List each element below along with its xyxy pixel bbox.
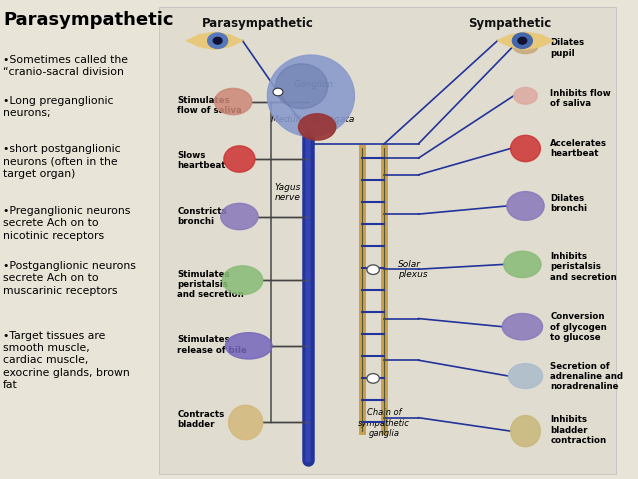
Ellipse shape <box>276 64 328 109</box>
Ellipse shape <box>222 266 263 295</box>
Text: •Long preganglionic
neurons;: •Long preganglionic neurons; <box>3 96 114 118</box>
Ellipse shape <box>267 55 355 137</box>
Polygon shape <box>498 32 553 49</box>
Ellipse shape <box>502 314 542 340</box>
Text: Slows
heartbeat: Slows heartbeat <box>177 151 226 171</box>
Circle shape <box>213 37 222 44</box>
Ellipse shape <box>228 405 263 440</box>
Text: Inhibits
bladder
contraction: Inhibits bladder contraction <box>551 415 607 445</box>
Text: Parasympathetic: Parasympathetic <box>3 11 174 29</box>
Text: Ganglion: Ganglion <box>293 80 334 90</box>
Ellipse shape <box>508 364 542 388</box>
Text: Stimulates
peristalsis
and secretion: Stimulates peristalsis and secretion <box>177 270 244 299</box>
Text: Parasympathetic: Parasympathetic <box>202 17 314 30</box>
Text: Solar
plexus: Solar plexus <box>398 260 427 279</box>
Ellipse shape <box>225 333 272 359</box>
Ellipse shape <box>510 415 540 446</box>
Ellipse shape <box>214 89 252 115</box>
Circle shape <box>367 265 380 274</box>
Circle shape <box>367 374 380 383</box>
Ellipse shape <box>513 39 538 54</box>
Ellipse shape <box>504 251 541 277</box>
Text: •short postganglionic
neurons (often in the
target organ): •short postganglionic neurons (often in … <box>3 144 121 179</box>
Ellipse shape <box>514 87 537 104</box>
Text: Yagus
nerve: Yagus nerve <box>274 183 300 203</box>
Circle shape <box>512 33 532 48</box>
FancyBboxPatch shape <box>159 7 616 474</box>
Text: Inhibits
peristalsis
and secretion: Inhibits peristalsis and secretion <box>551 252 617 282</box>
Circle shape <box>208 33 228 48</box>
Ellipse shape <box>507 192 544 220</box>
Text: Inhibits flow
of saliva: Inhibits flow of saliva <box>551 89 611 108</box>
Ellipse shape <box>221 203 258 230</box>
Circle shape <box>518 37 527 44</box>
Text: Dilates
pupil: Dilates pupil <box>551 38 584 58</box>
Text: •Preganglionic neurons
secrete Ach on to
nicotinic receptors: •Preganglionic neurons secrete Ach on to… <box>3 206 131 241</box>
Text: Secretion of
adrenaline and
noradrenaline: Secretion of adrenaline and noradrenalin… <box>551 362 623 391</box>
Text: •Sometimes called the
“cranio-sacral division: •Sometimes called the “cranio-sacral div… <box>3 55 128 78</box>
Text: Dilates
bronchi: Dilates bronchi <box>551 194 588 214</box>
Text: •Postganglionic neurons
secrete Ach on to
muscarinic receptors: •Postganglionic neurons secrete Ach on t… <box>3 261 136 296</box>
Text: Stimulates
flow of saliva: Stimulates flow of saliva <box>177 96 242 115</box>
Ellipse shape <box>224 146 255 172</box>
Text: Stimulates
release of bile: Stimulates release of bile <box>177 335 247 355</box>
Text: Conversion
of glycogen
to glucose: Conversion of glycogen to glucose <box>551 312 607 342</box>
Text: Constricts
bronchi: Constricts bronchi <box>177 207 227 227</box>
Text: Sympathetic: Sympathetic <box>468 17 552 30</box>
Text: Chain of
sympathetic
ganglia: Chain of sympathetic ganglia <box>359 408 410 438</box>
Circle shape <box>273 88 283 96</box>
Ellipse shape <box>510 136 540 162</box>
Text: Contracts
bladder: Contracts bladder <box>177 410 225 429</box>
Text: Medulla oblongata: Medulla oblongata <box>271 115 354 124</box>
Ellipse shape <box>299 114 336 140</box>
Text: Accelerates
heartbeat: Accelerates heartbeat <box>551 139 607 159</box>
Polygon shape <box>186 32 242 49</box>
Text: •Target tissues are
smooth muscle,
cardiac muscle,
exocrine glands, brown
fat: •Target tissues are smooth muscle, cardi… <box>3 331 130 390</box>
